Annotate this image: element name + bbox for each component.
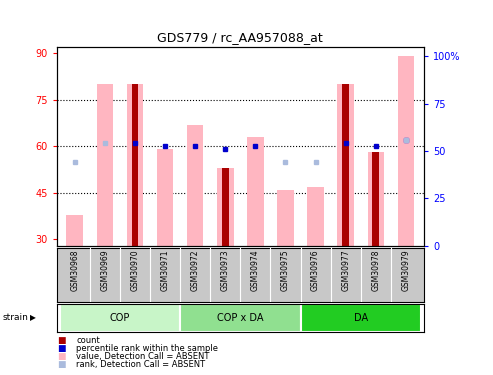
- Bar: [398, 56, 414, 246]
- Text: rank, Detection Call = ABSENT: rank, Detection Call = ABSENT: [76, 360, 206, 369]
- Text: COP x DA: COP x DA: [217, 313, 264, 323]
- Text: ■: ■: [57, 360, 65, 369]
- Bar: [343, 84, 349, 246]
- Text: COP: COP: [110, 313, 130, 323]
- Text: GSM30978: GSM30978: [371, 249, 380, 291]
- Bar: [337, 84, 354, 246]
- Text: GSM30970: GSM30970: [131, 249, 140, 291]
- Bar: [180, 304, 301, 332]
- Text: percentile rank within the sample: percentile rank within the sample: [76, 344, 218, 353]
- Bar: [157, 149, 174, 246]
- Text: GSM30968: GSM30968: [70, 249, 79, 291]
- Bar: [127, 84, 143, 246]
- Bar: [277, 190, 294, 246]
- Text: ▶: ▶: [30, 314, 35, 322]
- Bar: [307, 187, 324, 246]
- Text: strain: strain: [2, 314, 28, 322]
- Text: GSM30974: GSM30974: [251, 249, 260, 291]
- Text: GSM30973: GSM30973: [221, 249, 230, 291]
- Text: GSM30969: GSM30969: [101, 249, 109, 291]
- Text: value, Detection Call = ABSENT: value, Detection Call = ABSENT: [76, 352, 210, 361]
- Text: GSM30971: GSM30971: [161, 249, 170, 291]
- Bar: [301, 304, 421, 332]
- Text: GSM30975: GSM30975: [281, 249, 290, 291]
- Bar: [67, 214, 83, 246]
- Text: count: count: [76, 336, 100, 345]
- Text: GSM30979: GSM30979: [401, 249, 410, 291]
- Bar: [247, 137, 264, 246]
- Bar: [132, 84, 138, 246]
- Bar: [97, 84, 113, 246]
- Title: GDS779 / rc_AA957088_at: GDS779 / rc_AA957088_at: [157, 32, 323, 44]
- Bar: [222, 168, 229, 246]
- Text: GSM30972: GSM30972: [191, 249, 200, 291]
- Bar: [60, 304, 180, 332]
- Text: ■: ■: [57, 336, 65, 345]
- Text: GSM30976: GSM30976: [311, 249, 320, 291]
- Bar: [187, 124, 204, 246]
- Text: DA: DA: [353, 313, 368, 323]
- Text: ■: ■: [57, 344, 65, 353]
- Bar: [368, 153, 384, 246]
- Text: ■: ■: [57, 352, 65, 361]
- Text: GSM30977: GSM30977: [341, 249, 350, 291]
- Bar: [373, 153, 379, 246]
- Bar: [217, 168, 234, 246]
